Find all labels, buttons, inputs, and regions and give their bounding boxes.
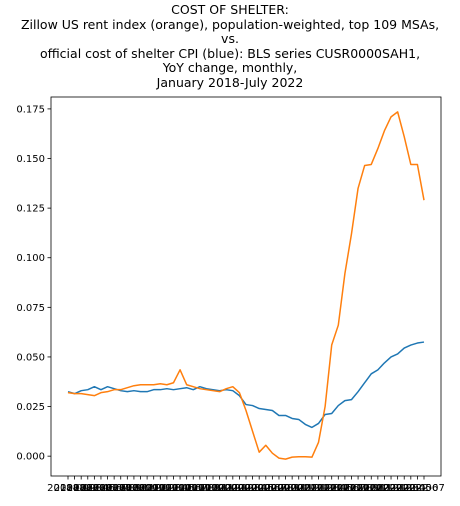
x-tick-label: 2018-08	[93, 483, 135, 494]
x-tick-label: 2020-03	[219, 483, 261, 494]
title-line: vs.	[221, 31, 239, 47]
x-tick-label: 2019-04	[146, 483, 188, 494]
x-tick-label: 2021-12	[357, 483, 399, 494]
x-tick-label: 2020-07	[245, 483, 287, 494]
x-tick-label: 2018-06	[80, 483, 122, 494]
series-line-blue	[67, 341, 425, 429]
plot-area: 0.000 0.025 0.050 0.075 0.100 0.125 0.150 0.175…	[16, 96, 445, 494]
x-tick-label: 2020-05	[232, 483, 274, 494]
title-line: January 2018-July 2022	[156, 74, 304, 90]
y-tick-label: 0.150	[16, 154, 45, 165]
x-tick-label: 2018-03	[60, 483, 102, 494]
title-line: YoY change, monthly,	[162, 60, 298, 76]
x-tick-label: 2019-02	[133, 483, 175, 494]
x-tick-label: 2020-04	[225, 483, 267, 494]
x-tick-label: 2018-02	[54, 483, 96, 494]
x-tick-label: 2020-11	[271, 483, 313, 494]
x-tick-label: 2018-10	[106, 483, 148, 494]
x-tick-label: 2019-05	[153, 483, 195, 494]
y-tick-label: 0.100	[16, 253, 45, 264]
x-tick-label: 2018-05	[73, 483, 115, 494]
x-tick-label: 2022-05	[390, 483, 432, 494]
x-tick-label: 2019-09	[179, 483, 221, 494]
y-tick-label: 0.050	[16, 352, 45, 363]
x-tick-label: 2020-09	[258, 483, 300, 494]
x-tick-label: 2019-08	[172, 483, 214, 494]
x-tick-label: 2018-11	[113, 483, 155, 494]
title-line: COST OF SHELTER:	[171, 2, 289, 17]
x-tick-label: 2021-06	[317, 483, 359, 494]
x-tick-label: 2019-03	[139, 483, 181, 494]
plot-frame	[50, 96, 442, 477]
x-tick-label: 2021-11	[350, 483, 392, 494]
x-tick-label: 2021-02	[291, 483, 333, 494]
x-tick-label: 2020-10	[265, 483, 307, 494]
y-tick-label: 0.175	[16, 104, 45, 115]
x-tick-label: 2021-04	[304, 483, 346, 494]
x-tick-label: 2021-09	[337, 483, 379, 494]
x-tick-label: 2021-08	[331, 483, 373, 494]
y-tick-label: 0.125	[16, 204, 45, 215]
x-tick-label: 2019-07	[166, 483, 208, 494]
title-line: Zillow US rent index (orange), populatio…	[20, 16, 440, 32]
x-tick-label: 2022-01	[364, 483, 406, 494]
x-tick-label: 2021-01	[284, 483, 326, 494]
x-tick-label: 2018-09	[100, 483, 142, 494]
x-tick-label: 2020-01	[205, 483, 247, 494]
x-tick-label: 2019-12	[199, 483, 241, 494]
x-tick-label: 2022-02	[370, 483, 412, 494]
x-tick-label: 2018-12	[120, 483, 162, 494]
x-tick-label: 2021-03	[298, 483, 340, 494]
y-tick-label: 0.000	[16, 452, 45, 463]
x-tick-label: 2018-04	[67, 483, 109, 494]
x-tick-label: 2019-01	[126, 483, 168, 494]
x-tick-label: 2022-06	[397, 483, 439, 494]
x-tick-label: 2018-07	[87, 483, 129, 494]
x-tick-label: 2022-04	[383, 483, 425, 494]
x-tick-label: 2019-11	[192, 483, 234, 494]
series-line-orange	[67, 111, 425, 460]
x-tick-label: 2020-02	[212, 483, 254, 494]
x-tick-label: 2021-10	[344, 483, 386, 494]
x-tick-label: 2019-06	[159, 483, 201, 494]
x-tick-label: 2022-07	[403, 483, 445, 494]
x-tick-label: 2020-06	[238, 483, 280, 494]
x-tick-label: 2021-07	[324, 483, 366, 494]
y-tick-label: 0.075	[16, 303, 45, 314]
x-tick-label: 2021-05	[311, 483, 353, 494]
x-tick-label: 2020-08	[251, 483, 293, 494]
x-tick-label: 2019-10	[186, 483, 228, 494]
y-tick-label: 0.025	[16, 402, 45, 413]
chart-title: COST OF SHELTER: Zillow US rent index (o…	[0, 2, 460, 91]
x-tick-label: 2018-01	[47, 483, 89, 494]
x-tick-label: 2020-12	[278, 483, 320, 494]
title-line: official cost of shelter CPI (blue): BLS…	[39, 45, 421, 61]
x-tick-label: 2022-03	[377, 483, 419, 494]
